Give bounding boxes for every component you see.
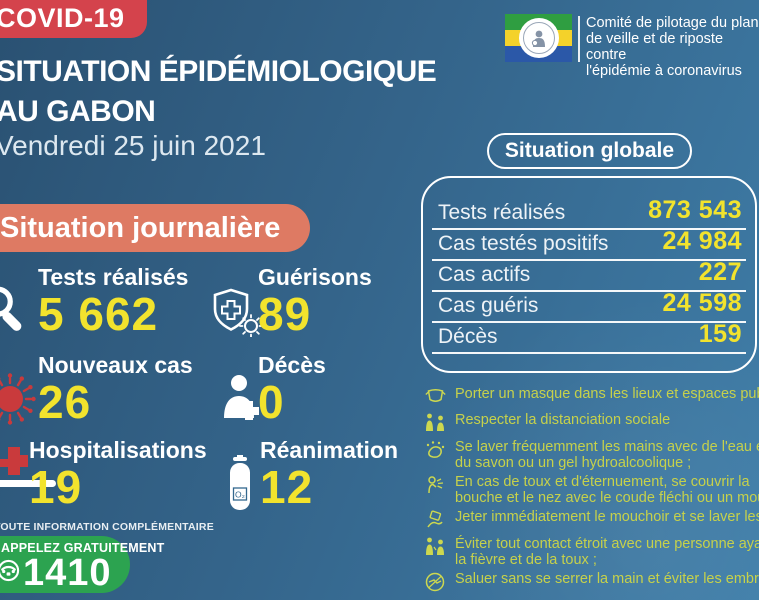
row-gueris-label: Cas guéris (438, 294, 539, 317)
daily-section-title: Situation journalière (0, 211, 281, 244)
page-title-line2: AU GABON (0, 95, 156, 128)
shield-cross-icon (210, 287, 263, 342)
global-section-badge: Situation globale (487, 133, 692, 169)
prevention-text: Respecter la distanciation sociale (455, 412, 671, 428)
social-distance-icon (424, 413, 446, 432)
table-row: Décès 159 (432, 320, 746, 354)
stat-guerisons: Guérisons 89 (258, 264, 372, 337)
row-actifs-label: Cas actifs (438, 263, 531, 286)
daily-section-badge: Situation journalière (0, 204, 311, 252)
table-row: Cas testés positifs 24 984 (432, 227, 746, 261)
avoid-contact-icon (424, 537, 446, 556)
stat-nouveaux-cas-label: Nouveaux cas (38, 352, 193, 378)
row-tests-value: 873 543 (648, 196, 742, 224)
row-positifs-label: Cas testés positifs (438, 232, 609, 255)
table-row: Cas actifs 227 (432, 258, 746, 292)
committee-line3: l'épidémie à coronavirus (586, 63, 742, 79)
page-title-line1: SITUATION ÉPIDÉMIOLOGIQUE (0, 55, 437, 88)
mask-icon (424, 387, 446, 405)
stat-nouveaux-cas-value: 26 (38, 376, 92, 428)
greeting-icon (424, 572, 446, 592)
list-item: Porter un masque dans les lieux et espac… (424, 386, 759, 405)
stat-guerisons-label: Guérisons (258, 264, 372, 290)
hotline-note: TOUTE INFORMATION COMPLÉMENTAIRE (0, 521, 214, 533)
stat-hospitalisations: Hospitalisations 19 (29, 437, 207, 510)
table-row: Cas guéris 24 598 (432, 289, 746, 323)
phone-icon (0, 559, 20, 587)
stat-reanimation-value: 12 (260, 461, 314, 513)
sneeze-icon (424, 475, 446, 495)
stat-tests-value: 5 662 (38, 288, 159, 340)
oxygen-label: O₂ (235, 490, 245, 500)
global-section-title: Situation globale (504, 139, 675, 162)
covid19-badge-label: COVID-19 (0, 2, 125, 33)
tissue-icon (424, 510, 446, 529)
hospital-bed-icon (0, 447, 58, 507)
list-item: Jeter immédiatement le mouchoir et se la… (424, 509, 759, 529)
gabon-seal-icon (519, 18, 559, 58)
stat-guerisons-value: 89 (258, 288, 312, 340)
row-positifs-value: 24 984 (662, 227, 742, 255)
logo-divider (578, 16, 580, 62)
stat-reanimation-label: Réanimation (260, 437, 399, 463)
stat-tests: Tests réalisés 5 662 (38, 264, 188, 337)
magnifier-icon (0, 285, 30, 342)
list-item: Éviter tout contact étroit avec une pers… (424, 536, 759, 568)
background-glow (339, 300, 759, 600)
prevention-text: Éviter tout contact étroit avec une pers… (455, 536, 759, 568)
list-item: Respecter la distanciation sociale (424, 412, 759, 432)
prevention-text: En cas de toux et d'éternuement, se couv… (455, 474, 759, 506)
wash-hands-icon (424, 440, 446, 460)
row-actifs-value: 227 (698, 258, 742, 286)
row-gueris-value: 24 598 (662, 289, 742, 317)
prevention-text: Porter un masque dans les lieux et espac… (455, 386, 759, 402)
stat-hospitalisations-value: 19 (29, 461, 83, 513)
committee-line1: Comité de pilotage du plan (586, 15, 759, 31)
list-item: Saluer sans se serrer la main et éviter … (424, 571, 759, 592)
global-stats-table: Tests réalisés 873 543 Cas testés positi… (421, 176, 757, 373)
stat-tests-label: Tests réalisés (38, 264, 189, 290)
list-item: En cas de toux et d'éternuement, se couv… (424, 474, 759, 506)
stat-hospitalisations-label: Hospitalisations (29, 437, 207, 463)
row-deces-value: 159 (698, 320, 742, 348)
stat-nouveaux-cas: Nouveaux cas 26 (38, 352, 193, 425)
row-tests-label: Tests réalisés (438, 201, 566, 224)
prevention-text: Saluer sans se serrer la main et éviter … (455, 571, 759, 587)
committee-caption: Comité de pilotage du plan de veille et … (586, 15, 759, 79)
stat-deces-value: 0 (258, 376, 285, 428)
hotline-call-label: APPELEZ GRATUITEMENT (1, 541, 165, 555)
hotline-badge: APPELEZ GRATUITEMENT 1410 (0, 536, 165, 594)
virus-icon (0, 369, 40, 434)
oxygen-tank-icon: O₂ (228, 455, 252, 516)
prevention-text: Jeter immédiatement le mouchoir et se la… (455, 509, 759, 525)
prevention-list: Porter un masque dans les lieux et espac… (424, 386, 759, 600)
row-deces-label: Décès (438, 325, 498, 348)
page-title: SITUATION ÉPIDÉMIOLOGIQUE AU GABON (0, 52, 437, 132)
table-row: Tests réalisés 873 543 (432, 188, 746, 230)
stat-deces: Décès 0 (258, 352, 326, 425)
stat-deces-label: Décès (258, 352, 326, 378)
hotline-number: 1410 (23, 552, 112, 594)
prevention-text: Se laver fréquemment les mains avec de l… (455, 439, 759, 471)
covid19-badge: COVID-19 (0, 0, 147, 38)
gabon-flag (505, 14, 572, 62)
list-item: Se laver fréquemment les mains avec de l… (424, 439, 759, 471)
person-cross-icon (220, 374, 264, 425)
stat-reanimation: Réanimation 12 (260, 437, 398, 510)
report-date: Vendredi 25 juin 2021 (0, 130, 266, 161)
committee-line2: de veille et de riposte contre (586, 31, 724, 63)
